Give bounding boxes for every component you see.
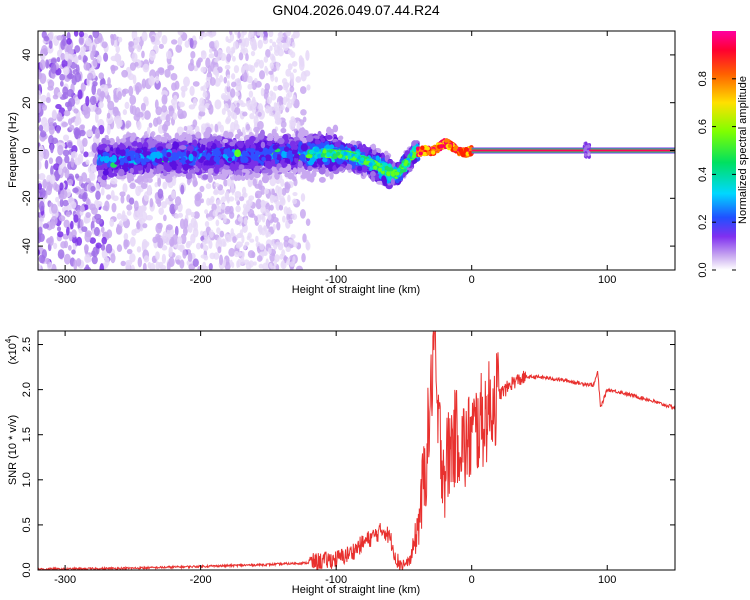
snr-y-tick-label: 2.5 xyxy=(21,337,33,352)
spectrogram-x-tick-label: 0 xyxy=(469,274,475,286)
snr-x-tick-label: -200 xyxy=(190,574,212,586)
spectrogram-y-tick-label: -40 xyxy=(21,238,33,254)
snr-y-tick-label: 1.5 xyxy=(21,427,33,442)
spectrogram-x-tick-label: -200 xyxy=(190,274,212,286)
spectrogram-xlabel: Height of straight line (km) xyxy=(292,284,420,296)
spectrogram-y-tick-label: 40 xyxy=(21,49,33,61)
spectrogram-y-tick-label: 0 xyxy=(21,147,33,153)
colorbar-tick-label: 0.6 xyxy=(697,119,709,134)
colorbar-label: Normalized spectral amplitude xyxy=(737,76,749,224)
snr-scale-exponent: 4 xyxy=(4,338,13,343)
colorbar-ticks: 0.0 0.2 0.4 0.6 0.8 xyxy=(697,71,736,278)
snr-y-tick-label: 0.5 xyxy=(21,517,33,532)
spectrogram-y-ticks: -40 -20 0 20 40 xyxy=(21,49,675,254)
spectrogram-x-tick-label: -300 xyxy=(54,274,76,286)
colorbar-tick-label: 0.8 xyxy=(697,71,709,86)
colorbar: 0.0 0.2 0.4 0.6 0.8 Normalized spectral ampl… xyxy=(697,31,749,278)
snr-scale-label: (x104) xyxy=(4,335,19,365)
snr-y-tick-label: 2.0 xyxy=(21,382,33,397)
spectrogram-x-ticks: -300 -200 -100 0 100 xyxy=(54,31,616,286)
snr-y-tick-label: 0.0 xyxy=(21,562,33,577)
spectrogram-y-tick-label: -20 xyxy=(21,190,33,206)
spectrogram-heatmap xyxy=(38,31,675,270)
snr-scale-prefix: (x10 xyxy=(7,343,19,364)
colorbar-gradient xyxy=(712,31,736,270)
snr-xlabel: Height of straight line (km) xyxy=(292,584,420,596)
colorbar-tick-label: 0.2 xyxy=(697,215,709,230)
snr-ylabel: SNR (10 * v/v) xyxy=(7,415,19,485)
snr-x-tick-label: -300 xyxy=(54,574,76,586)
colorbar-tick-label: 0.4 xyxy=(697,167,709,182)
colorbar-tick-label: 0.0 xyxy=(697,262,709,277)
snr-frame xyxy=(37,330,676,571)
spectrogram-ylabel: Frequency (Hz) xyxy=(7,112,19,188)
snr-x-tick-label: 100 xyxy=(598,574,616,586)
snr-x-ticks: -300 -200 -100 0 100 xyxy=(54,331,616,586)
snr-series-line xyxy=(38,331,675,570)
snr-y-tick-label: 1.0 xyxy=(21,472,33,487)
snr-x-tick-label: -100 xyxy=(325,574,347,586)
snr-panel: -300 -200 -100 0 100 0.0 0.5 1.0 1.5 2.0 2.5 Heig… xyxy=(4,330,676,596)
spectrogram-y-tick-label: 20 xyxy=(21,97,33,109)
spectrogram-x-tick-label: -100 xyxy=(325,274,347,286)
figure-title: GN04.2026.049.07.44.R24 xyxy=(272,2,440,18)
spectrogram-x-tick-label: 100 xyxy=(598,274,616,286)
snr-x-tick-label: 0 xyxy=(469,574,475,586)
snr-y-ticks: 0.0 0.5 1.0 1.5 2.0 2.5 xyxy=(21,337,675,578)
